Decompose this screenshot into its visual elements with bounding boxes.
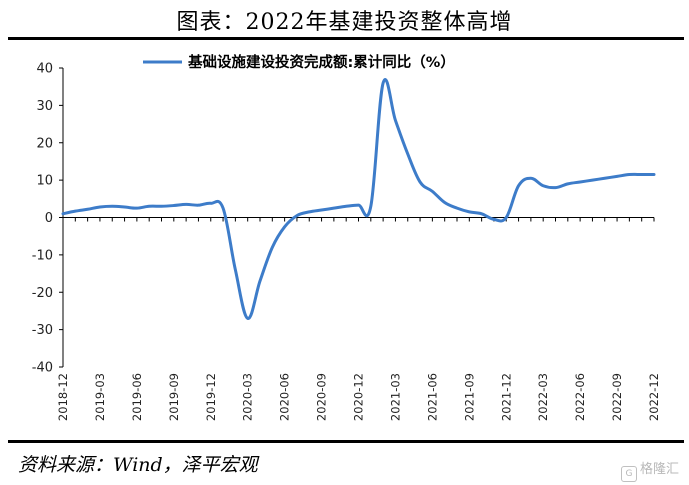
data-point: [579, 181, 581, 183]
data-point: [234, 269, 236, 271]
chart-legend: 基础设施建设投资完成额:累计同比（%）: [143, 53, 455, 71]
data-point: [308, 211, 310, 213]
data-point: [345, 205, 347, 207]
data-point: [493, 218, 495, 220]
data-point: [628, 173, 630, 175]
data-point: [394, 119, 396, 121]
data-point: [160, 205, 162, 207]
data-point: [616, 175, 618, 177]
watermark-logo-icon: G: [620, 466, 637, 482]
y-tick-label: -10: [32, 248, 53, 263]
data-point: [173, 204, 175, 206]
data-point: [530, 177, 532, 179]
y-tick-label: 0: [45, 211, 53, 226]
x-tick-label: 2021-12: [499, 373, 513, 421]
x-tick-label: 2019-12: [204, 373, 218, 421]
series-line: [61, 78, 656, 320]
x-tick-label: 2020-03: [241, 373, 255, 421]
data-point: [591, 179, 593, 181]
data-point: [480, 213, 482, 215]
watermark: G 格隆汇: [620, 458, 679, 482]
x-tick-label: 2020-06: [278, 373, 292, 421]
y-tick-label: -20: [32, 286, 53, 301]
x-tick-label: 2022-12: [647, 373, 661, 421]
data-point: [640, 173, 642, 175]
y-tick-label: 30: [36, 99, 53, 114]
data-point: [246, 317, 248, 319]
chart-axes: -40 -30 -20 -10 0 10 20 30 40 2018-12 2019-03 2019-…: [32, 62, 661, 422]
data-point: [443, 201, 445, 203]
data-point: [517, 185, 519, 187]
data-point: [283, 226, 285, 228]
data-point: [123, 206, 125, 208]
y-tick-label: -30: [32, 323, 53, 338]
data-point: [357, 204, 359, 206]
data-point: [468, 211, 470, 213]
data-point: [210, 202, 212, 204]
x-tick-label: 2019-06: [130, 373, 144, 421]
data-point: [554, 186, 556, 188]
data-point: [62, 213, 64, 215]
source-note: 资料来源：Wind，泽平宏观: [18, 454, 258, 476]
data-point: [370, 205, 372, 207]
y-tick-label: 20: [36, 136, 53, 151]
legend-label: 基础设施建设投资完成额:累计同比（%）: [187, 53, 455, 71]
chart-title: 图表：2022年基建投资整体高增: [176, 10, 513, 35]
title-divider: [8, 37, 684, 40]
data-point: [653, 173, 655, 175]
data-point: [222, 207, 224, 209]
data-point: [505, 216, 507, 218]
data-point: [136, 207, 138, 209]
x-tick-label: 2019-09: [167, 373, 181, 421]
data-point: [333, 207, 335, 209]
data-point: [382, 82, 384, 84]
line-chart: -40 -30 -20 -10 0 10 20 30 40 2018-12 2019-03 2019-…: [32, 53, 661, 422]
x-tick-label: 2021-09: [462, 373, 476, 421]
data-point: [148, 205, 150, 207]
data-point: [296, 214, 298, 216]
data-point: [407, 153, 409, 155]
series-layer: [61, 78, 656, 320]
x-tick-label: 2020-12: [352, 373, 366, 421]
x-tick-label: 2022-09: [610, 373, 624, 421]
y-tick-label: 40: [36, 62, 53, 77]
footer-divider: [8, 440, 684, 443]
x-tick-label: 2022-06: [573, 373, 587, 421]
data-point: [419, 181, 421, 183]
data-point: [431, 190, 433, 192]
x-tick-label: 2020-09: [315, 373, 329, 421]
y-tick-label: -40: [32, 361, 53, 376]
data-point: [259, 280, 261, 282]
data-point: [185, 203, 187, 205]
data-point: [74, 210, 76, 212]
data-point: [542, 185, 544, 187]
data-point: [99, 206, 101, 208]
data-point: [604, 177, 606, 179]
x-tick-label: 2021-06: [425, 373, 439, 421]
y-tick-label: 10: [36, 174, 53, 189]
x-tick-label: 2019-03: [93, 373, 107, 421]
watermark-text: 格隆汇: [639, 462, 679, 477]
data-point: [320, 209, 322, 211]
x-tick-label: 2022-03: [536, 373, 550, 421]
data-point: [86, 208, 88, 210]
data-point: [111, 205, 113, 207]
data-point: [197, 204, 199, 206]
data-point: [271, 246, 273, 248]
x-tick-label: 2018-12: [56, 373, 70, 421]
data-point: [456, 207, 458, 209]
data-point: [567, 183, 569, 185]
x-tick-label: 2021-03: [388, 373, 402, 421]
